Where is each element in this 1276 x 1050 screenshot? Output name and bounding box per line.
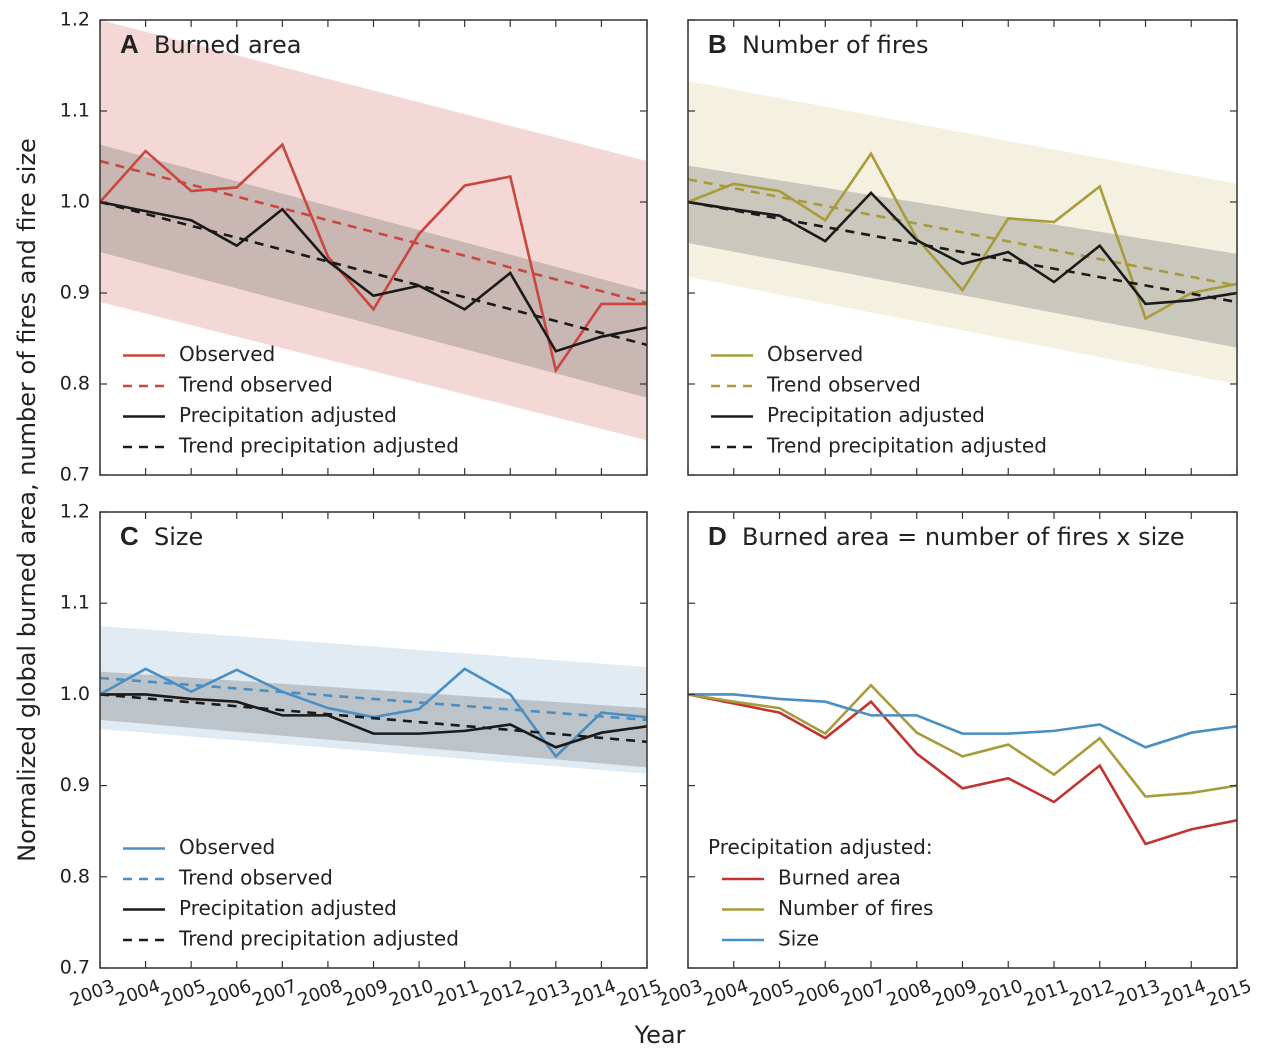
legend-label: Trend observed: [766, 373, 921, 397]
y-tick-label: 1.0: [60, 191, 90, 213]
legend-label: Trend observed: [178, 373, 333, 397]
x-tick-label: 2013: [1113, 976, 1163, 1011]
legend-label: Precipitation adjusted: [179, 896, 397, 920]
legend-label: Size: [778, 927, 819, 951]
x-tick-label: 2003: [67, 976, 117, 1011]
x-tick-label: 2009: [341, 976, 391, 1011]
x-axis-label: Year: [634, 1021, 686, 1049]
x-tick-label: 2014: [569, 976, 619, 1011]
y-tick-label: 0.8: [60, 865, 90, 887]
legend-label: Observed: [179, 342, 275, 366]
x-tick-label: 2010: [386, 976, 436, 1011]
panel-letter: A: [120, 29, 139, 59]
x-tick-label: 2007: [250, 976, 300, 1011]
plot-area: [100, 626, 647, 774]
x-tick-label: 2005: [158, 976, 208, 1011]
y-axis-label: Normalized global burned area, number of…: [13, 138, 41, 862]
panel-title: Size: [154, 523, 203, 551]
uncertainty-band: [100, 144, 647, 398]
plot-area: [688, 683, 1237, 846]
uncertainty-band: [100, 20, 647, 441]
data-line: [688, 191, 1237, 306]
panel-title: Burned area = number of fires x size: [742, 523, 1185, 551]
legend-label: Number of fires: [778, 896, 933, 920]
panel-letter: B: [708, 29, 727, 59]
x-tick-label: 2015: [1204, 976, 1254, 1011]
legend-label: Observed: [179, 835, 275, 859]
x-tick-label: 2013: [523, 976, 573, 1011]
trend-line: [688, 177, 1237, 287]
y-tick-label: 0.9: [60, 282, 90, 304]
x-tick-label: 2007: [838, 976, 888, 1011]
x-tick-label: 2003: [655, 976, 705, 1011]
legend-label: Observed: [767, 342, 863, 366]
legend-label: Precipitation adjusted: [767, 403, 985, 427]
panel-letter: C: [120, 521, 139, 551]
x-tick-label: 2004: [701, 976, 751, 1011]
trend-line: [100, 200, 647, 347]
y-tick-label: 1.1: [60, 100, 90, 122]
x-tick-label: 2011: [1021, 976, 1071, 1011]
x-tick-label: 2012: [477, 976, 527, 1011]
axes-frame: [687, 511, 1238, 969]
x-tick-label: 2011: [432, 976, 482, 1011]
trend-line: [688, 200, 1237, 304]
data-line: [688, 693, 1237, 749]
x-tick-label: 2004: [113, 976, 163, 1011]
y-tick-label: 1.2: [60, 501, 90, 523]
plot-area: [688, 80, 1237, 384]
x-tick-label: 2006: [792, 976, 842, 1011]
x-tick-label: 2010: [975, 976, 1025, 1011]
data-line: [688, 151, 1237, 321]
data-line: [688, 683, 1237, 798]
y-tick-label: 1.2: [60, 9, 90, 31]
x-tick-label: 2005: [747, 976, 797, 1011]
data-line: [100, 693, 647, 749]
y-tick-label: 0.7: [60, 957, 90, 979]
legend-title: Precipitation adjusted:: [708, 835, 933, 859]
data-line: [688, 693, 1237, 846]
uncertainty-band: [100, 671, 647, 768]
x-tick-label: 2009: [930, 976, 980, 1011]
x-tick-label: 2008: [884, 976, 934, 1011]
legend-label: Trend precipitation adjusted: [178, 927, 459, 951]
data-line: [100, 142, 647, 374]
y-tick-label: 1.1: [60, 592, 90, 614]
y-tick-label: 1.0: [60, 683, 90, 705]
y-tick-label: 0.9: [60, 774, 90, 796]
trend-line: [100, 676, 647, 722]
x-tick-label: 2006: [204, 976, 254, 1011]
data-line: [100, 200, 647, 353]
x-tick-label: 2014: [1158, 976, 1208, 1011]
trend-line: [100, 159, 647, 305]
panel-letter: D: [708, 521, 727, 551]
trend-line: [100, 693, 647, 744]
plot-area: [100, 20, 647, 441]
legend-label: Trend precipitation adjusted: [766, 434, 1047, 458]
panel-title: Burned area: [154, 31, 301, 59]
y-tick-label: 0.7: [60, 464, 90, 486]
legend-label: Trend observed: [178, 866, 333, 890]
legend-label: Burned area: [778, 866, 901, 890]
legend-label: Trend precipitation adjusted: [178, 434, 459, 458]
y-tick-label: 0.8: [60, 373, 90, 395]
uncertainty-band: [688, 165, 1237, 348]
panel-title: Number of fires: [742, 31, 929, 59]
legend-label: Precipitation adjusted: [179, 403, 397, 427]
x-tick-label: 2008: [295, 976, 345, 1011]
x-tick-label: 2012: [1067, 976, 1117, 1011]
